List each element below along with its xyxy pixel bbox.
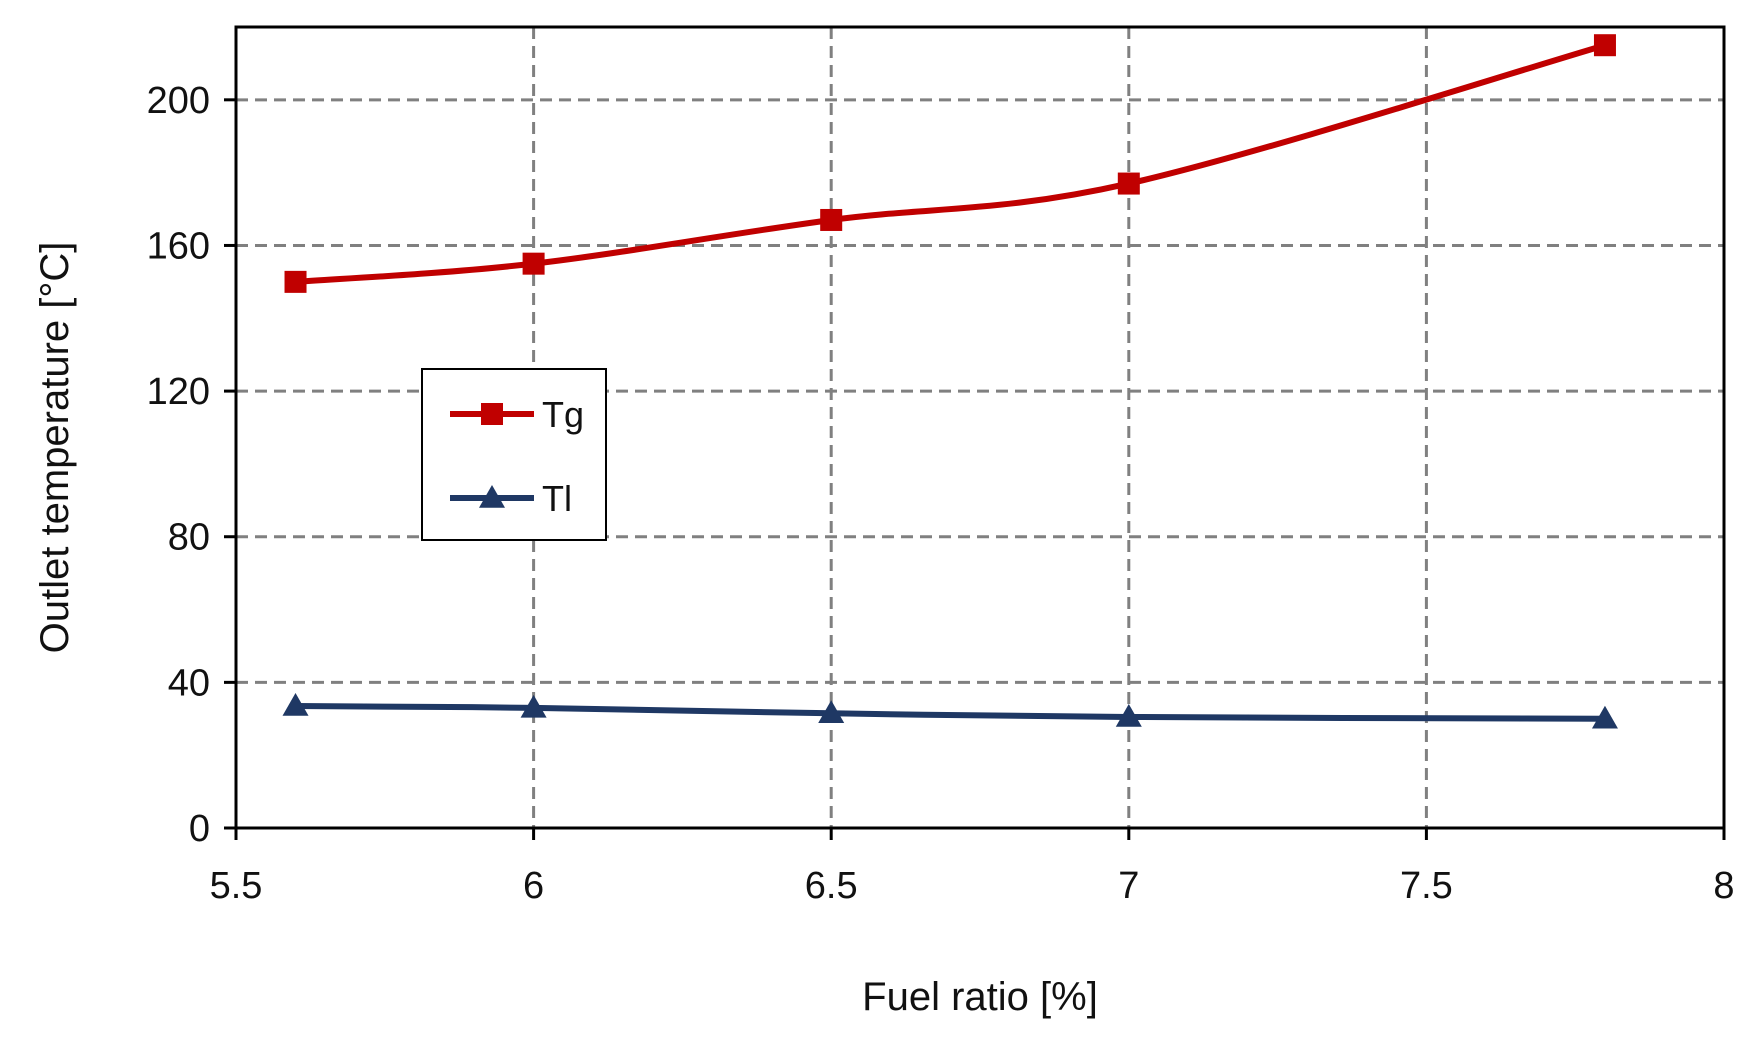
data-point-tg — [1593, 34, 1616, 57]
data-point-tg — [1117, 172, 1140, 195]
y-tick-label: 80 — [168, 517, 210, 559]
legend-item-tl: Tl — [450, 478, 572, 519]
legend-marker-tl — [479, 485, 505, 508]
data-point-tl — [1591, 705, 1618, 729]
legend-label-tg: Tg — [542, 394, 584, 435]
y-axis-title: Outlet temperature [°C] — [33, 242, 77, 654]
y-tick-label: 120 — [147, 371, 210, 413]
x-axis-title: Fuel ratio [%] — [862, 975, 1098, 1019]
y-tick-label: 0 — [189, 808, 210, 850]
x-tick-label: 7.5 — [1400, 865, 1453, 907]
data-point-tl — [1115, 703, 1142, 727]
x-tick-label: 7 — [1118, 865, 1139, 907]
x-tick-label: 8 — [1713, 865, 1734, 907]
x-tick-label: 5.5 — [210, 865, 263, 907]
legend-marker-tg — [481, 403, 503, 425]
series-layer — [282, 34, 1618, 729]
legend-box — [421, 368, 607, 541]
x-tick-label: 6.5 — [805, 865, 858, 907]
plot-area-border — [234, 25, 1726, 830]
data-point-tg — [820, 208, 843, 231]
data-point-tg — [284, 270, 307, 293]
data-point-tl — [520, 694, 547, 718]
y-tick-label: 200 — [147, 80, 210, 122]
y-tick-label: 40 — [168, 662, 210, 704]
legend-item-tg: Tg — [450, 394, 584, 435]
axis-ticks — [224, 98, 1726, 840]
series-line-tg — [292, 42, 1608, 285]
series-line-tl — [292, 703, 1608, 722]
data-point-tg — [522, 252, 545, 275]
data-point-tl — [818, 700, 845, 724]
legend-label-tl: Tl — [542, 478, 572, 519]
y-tick-label: 160 — [147, 225, 210, 267]
data-point-tl — [282, 693, 309, 716]
x-tick-label: 6 — [523, 865, 544, 907]
legend: Tg Tl — [421, 368, 607, 541]
